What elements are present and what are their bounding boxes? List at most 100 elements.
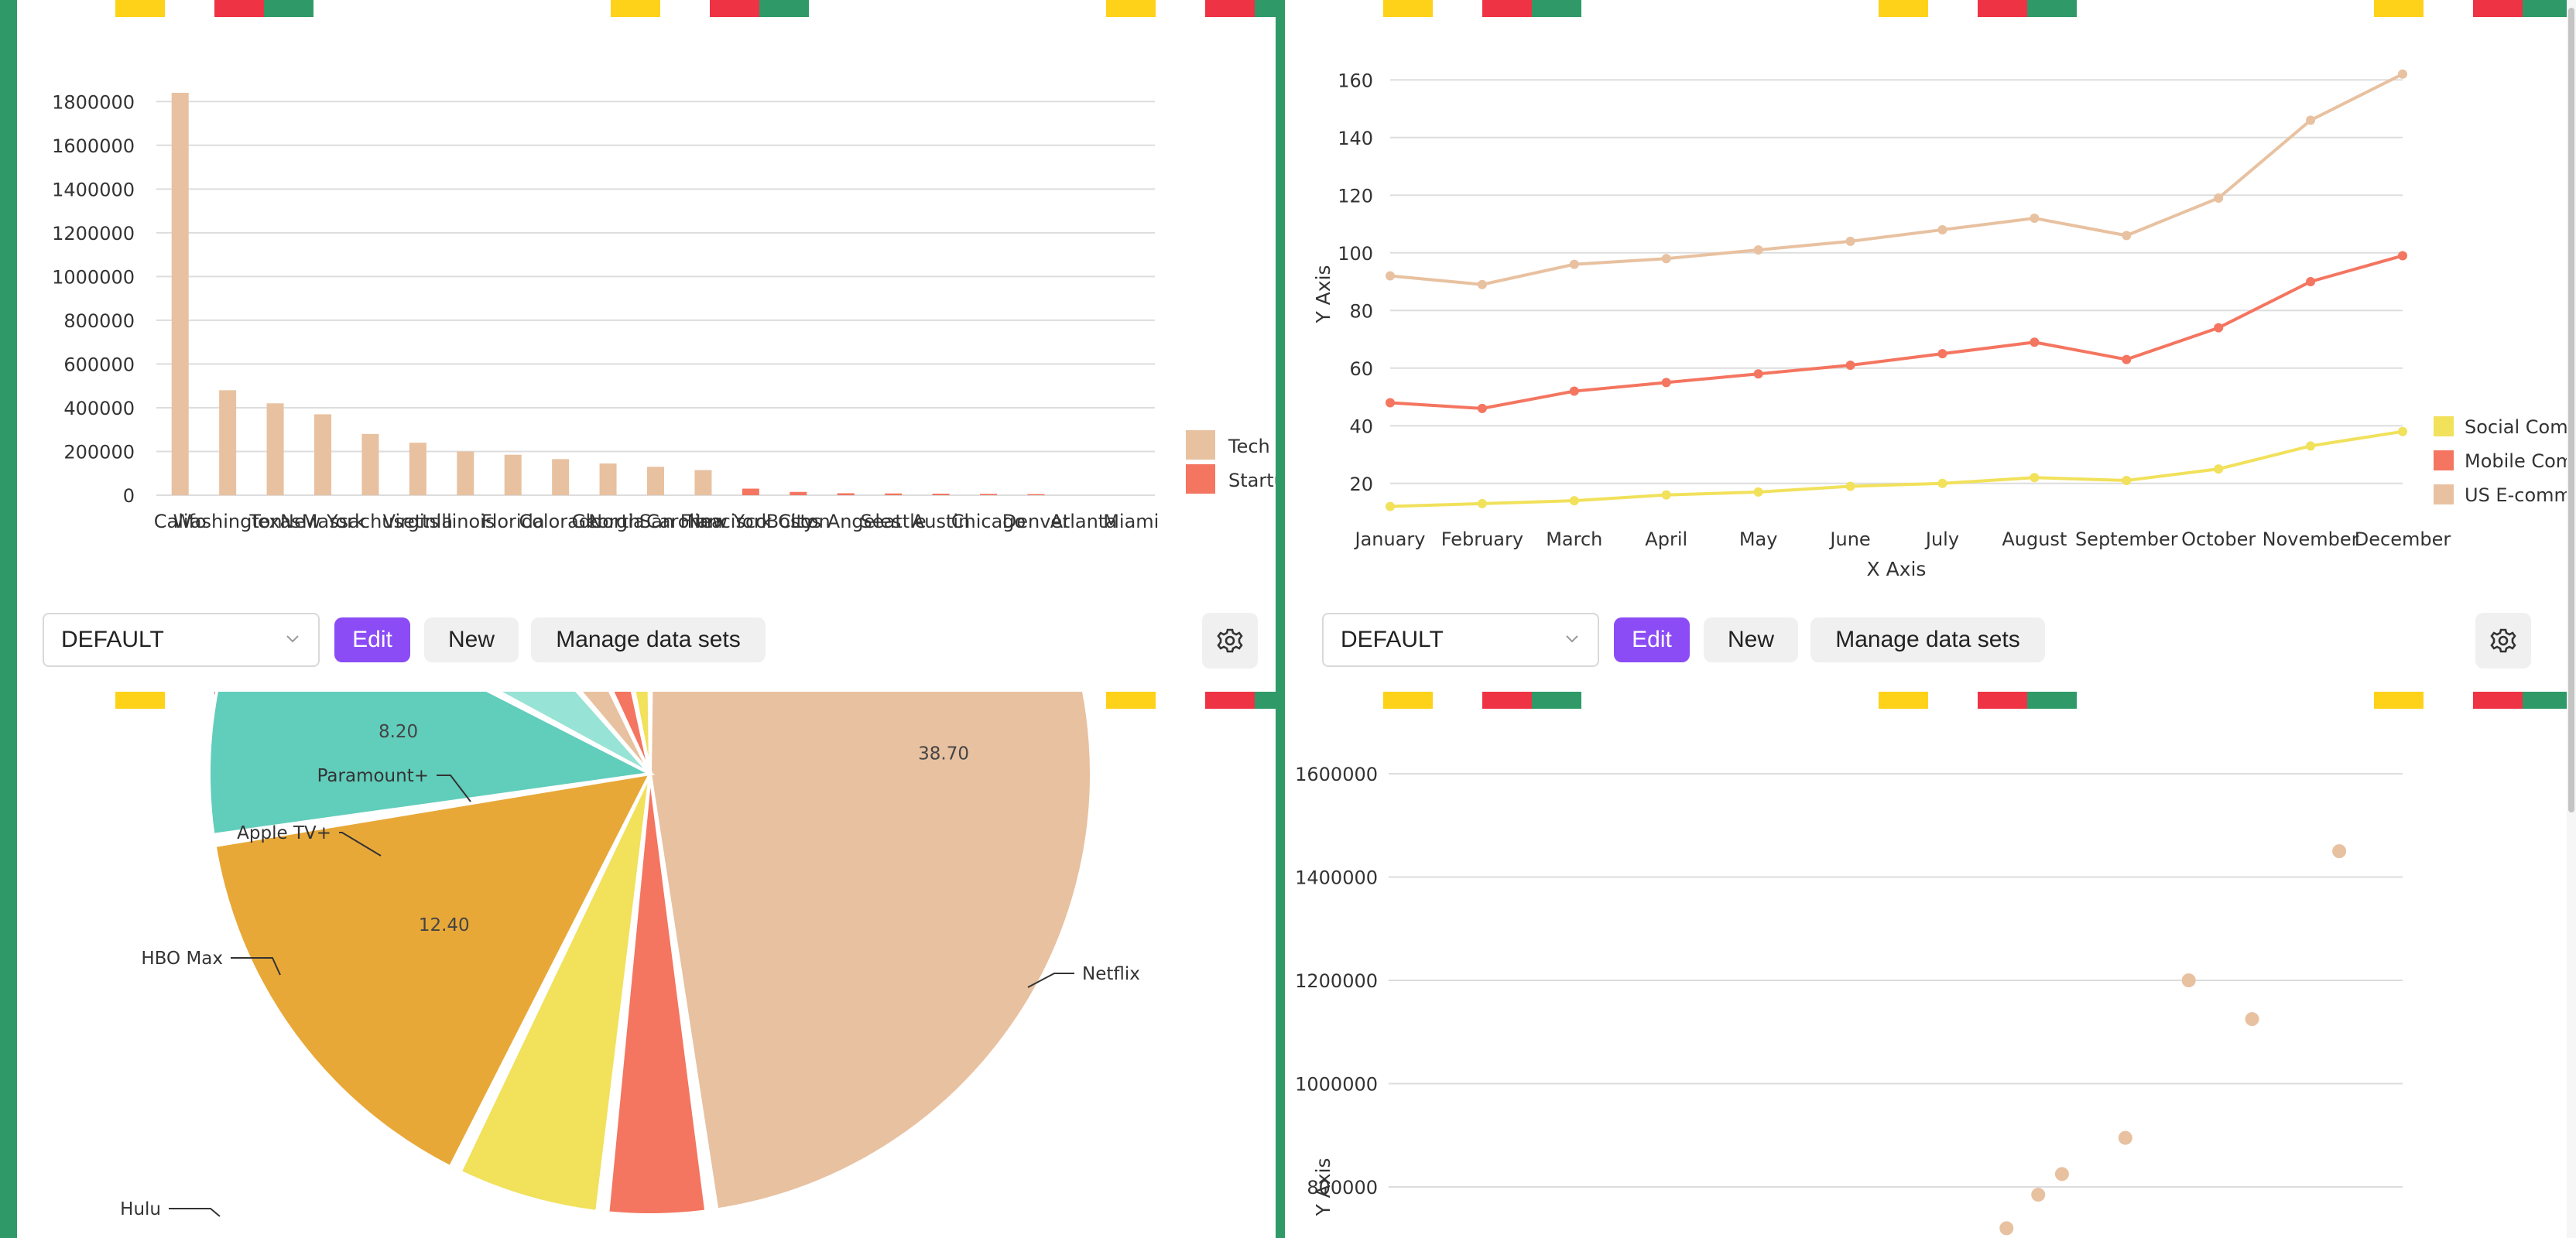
data-point	[2030, 473, 2040, 483]
pie-slice	[611, 692, 652, 775]
scatter-point	[2181, 973, 2196, 987]
y-tick-label: 800000	[63, 310, 135, 332]
bar-chart: 0 200000 400000 600000 800000 1000000 1200000 1…	[52, 91, 1276, 532]
data-point	[2214, 323, 2224, 333]
slice-name-label: Netflix	[1082, 964, 1140, 984]
data-point	[1386, 501, 1395, 511]
legend-label: Social Com	[2465, 416, 2567, 438]
manage-data-sets-button[interactable]: Manage data sets	[1810, 617, 2045, 662]
x-tick-label: Illinois	[436, 511, 495, 532]
data-point	[1845, 361, 1855, 371]
dataset-select-value: DEFAULT	[1341, 627, 1444, 652]
data-point	[1569, 496, 1579, 506]
settings-button[interactable]	[1202, 613, 1258, 669]
legend-swatch	[1186, 464, 1215, 494]
gear-icon	[2490, 628, 2516, 653]
scatter-point	[2118, 1130, 2132, 1145]
bar	[980, 494, 997, 495]
x-tick-label: May	[1739, 528, 1778, 550]
x-axis-title: X Axis	[1867, 558, 1927, 580]
y-tick-label: 1400000	[1295, 867, 1378, 889]
chevron-down-icon	[286, 635, 299, 643]
data-point	[1477, 498, 1487, 508]
y-tick-label: 1200000	[1295, 970, 1378, 992]
gear-icon	[1217, 628, 1243, 653]
y-tick-label: 100	[1338, 243, 1373, 265]
x-tick-label: October	[2181, 528, 2256, 550]
line-chart: 20 40 60 80 100 120 140 160 January February March…	[1312, 69, 2567, 580]
bar-chart-panel: 0 200000 400000 600000 800000 1000000 1200000 1…	[17, 0, 1276, 604]
data-point	[1477, 279, 1487, 289]
y-tick-label: 120	[1338, 185, 1373, 207]
settings-button[interactable]	[2475, 613, 2531, 669]
y-tick-label: 1400000	[52, 179, 135, 200]
data-point	[1753, 487, 1763, 497]
pie-slice	[457, 773, 652, 1214]
data-point	[1569, 386, 1579, 396]
new-button[interactable]: New	[424, 617, 519, 662]
bar	[314, 414, 331, 495]
x-tick-label: New York City	[687, 511, 815, 532]
dataset-select[interactable]: DEFAULT	[1322, 613, 1599, 667]
leader-line	[339, 832, 382, 857]
data-point	[2214, 464, 2224, 474]
y-tick-label: 400000	[63, 398, 135, 419]
x-tick-label: Miami	[1103, 511, 1159, 532]
scatter-chart-panel: 800000 1000000 1200000 1400000 1600000 Y Axis	[1285, 692, 2567, 1238]
data-point	[2030, 337, 2040, 347]
slice-value-label: 8.20	[379, 722, 418, 742]
bar	[171, 92, 189, 496]
data-point	[2306, 441, 2316, 451]
legend-swatch	[2434, 416, 2454, 436]
scrollbar-thumb[interactable]	[2568, 8, 2574, 812]
data-point	[1477, 403, 1487, 413]
data-point	[2214, 193, 2224, 203]
legend-label: Mobile Com	[2465, 450, 2567, 472]
pie-slice	[606, 773, 708, 1216]
bar	[361, 433, 379, 495]
dataset-select[interactable]: DEFAULT	[43, 613, 320, 667]
data-point	[2122, 476, 2132, 486]
scatter-point	[2054, 1167, 2069, 1182]
bar	[1027, 494, 1045, 495]
leader-line	[169, 1208, 221, 1217]
data-point	[1569, 259, 1579, 269]
x-tick-label: Georgia	[572, 511, 645, 532]
pie-slice	[578, 692, 652, 775]
data-point	[1937, 478, 1947, 488]
series-line	[1389, 429, 2403, 508]
y-tick-label: 20	[1349, 474, 1373, 495]
data-point	[1937, 224, 1947, 234]
legend-swatch	[2434, 450, 2454, 470]
data-point	[1753, 369, 1763, 379]
legend-swatch	[2434, 484, 2454, 504]
scatter-point	[2031, 1188, 2046, 1202]
data-point	[1845, 236, 1855, 246]
edit-button[interactable]: Edit	[334, 617, 410, 662]
x-tick-label: July	[1924, 528, 1959, 550]
edit-button[interactable]: Edit	[1614, 617, 1690, 662]
y-tick-label: 1800000	[52, 91, 135, 113]
bar	[790, 491, 807, 495]
decorative-stripe	[1285, 0, 2567, 17]
bar	[647, 467, 664, 495]
slice-value-label: 12.40	[419, 915, 470, 935]
legend-swatch	[1186, 430, 1215, 460]
data-point	[2398, 251, 2407, 261]
x-tick-label: Washington	[173, 511, 283, 532]
manage-data-sets-button[interactable]: Manage data sets	[531, 617, 766, 662]
new-button[interactable]: New	[1704, 617, 1798, 662]
y-tick-label: 1200000	[52, 223, 135, 245]
leader-line	[437, 775, 471, 802]
bar	[885, 493, 903, 495]
slice-value-label: 38.70	[918, 744, 969, 764]
y-tick-label: 600000	[63, 354, 135, 375]
chart-toolbar-left: DEFAULT Edit New Manage data sets	[43, 613, 1258, 669]
bar	[837, 493, 855, 495]
bar	[504, 454, 522, 495]
data-point	[1386, 271, 1395, 281]
legend-label: Tech E	[1228, 436, 1276, 457]
data-point	[2122, 231, 2132, 241]
page-scrollbar[interactable]	[2567, 0, 2576, 1238]
